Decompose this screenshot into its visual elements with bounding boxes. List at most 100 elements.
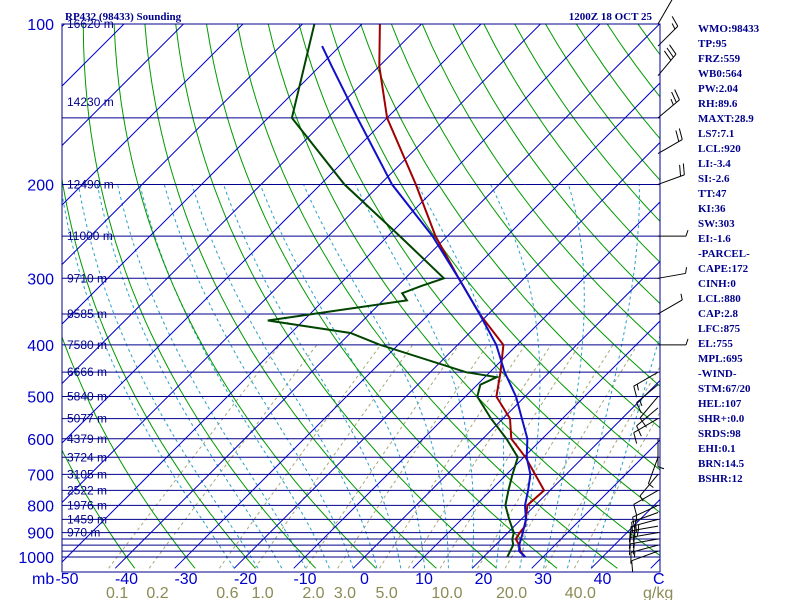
isotherm [62, 24, 482, 444]
pressure-tick-label: 1000 [18, 550, 54, 567]
wind-barb [658, 338, 689, 346]
moist-adiabats [62, 184, 660, 569]
height-label: 1976 m [67, 498, 107, 512]
isotherm [62, 24, 244, 206]
mixing-ratio-lines [108, 344, 660, 569]
stat-line: CAP:2.8 [698, 308, 739, 320]
wind-barb-half-flag [670, 98, 674, 106]
wind-barb [631, 550, 659, 573]
wind-barb [636, 384, 659, 414]
dewpoint-profile [267, 24, 519, 558]
isotherm [531, 439, 660, 569]
temperature-tick-label: 0 [360, 571, 369, 588]
moist-adiabat [354, 184, 475, 569]
dry-adiabat [360, 24, 660, 429]
isotherm [352, 260, 660, 569]
wind-barb-staff [647, 457, 659, 484]
wind-barb-half-flag [639, 399, 643, 407]
stat-line: FRZ:559 [698, 53, 741, 65]
dry-adiabat [82, 24, 317, 569]
stat-line: HEL:107 [698, 398, 742, 410]
wind-barb [657, 0, 673, 25]
mixing-ratio-axis: 0.1 0.2 0.6 1.0 2.0 3.0 5.0 10.0 20.0 40.0 [106, 585, 596, 600]
mixing-ratio-tick-label: 0.2 [146, 585, 168, 600]
mixing-ratio-line [337, 344, 488, 569]
dry-adiabat [206, 24, 558, 569]
mixing-ratio-line [379, 344, 526, 569]
isotherm [62, 24, 304, 266]
pressure-tick-label: 900 [27, 526, 54, 543]
mixing-ratio-tick-label: 20.0 [496, 585, 527, 600]
pressure-tick-label: 400 [27, 338, 54, 355]
isotherm [114, 24, 660, 569]
isotherm [62, 24, 542, 504]
wind-barb [633, 489, 659, 516]
dry-adiabat [62, 176, 256, 569]
mixing-ratio-tick-label: 2.0 [302, 585, 324, 600]
stat-line: KI:36 [698, 203, 726, 215]
wind-barb [657, 438, 665, 470]
wind-barb [657, 89, 680, 119]
wind-barb-flag [666, 47, 674, 58]
stat-line: LFC:875 [698, 323, 741, 335]
height-label: 9710 m [67, 271, 107, 285]
wind-barb [657, 128, 683, 154]
wind-barb-flag [628, 543, 631, 556]
isotherm [471, 379, 660, 569]
wind-barb-staff [657, 0, 673, 25]
stat-line: SW:303 [698, 218, 735, 230]
wind-barb-flag [632, 536, 635, 549]
wind-barb-staff [630, 538, 659, 545]
wind-barb-staff [657, 25, 679, 47]
height-label: 5077 m [67, 412, 107, 426]
wind-barb-staff [657, 299, 683, 315]
wind-barb-flag [634, 520, 637, 533]
wind-barb-flag [633, 504, 638, 516]
isotherm [233, 141, 660, 569]
isotherm [62, 24, 185, 147]
wind-barb-flag [678, 128, 683, 140]
plot-area [62, 24, 660, 569]
height-label: 6666 m [67, 365, 107, 379]
wind-barb-flag [628, 530, 631, 543]
wind-barb-staff [636, 384, 659, 404]
stat-line: EI:-1.6 [698, 233, 731, 245]
wind-barb-flag [633, 386, 638, 398]
dry-adiabat [390, 24, 660, 387]
mixing-ratio-line [254, 344, 414, 569]
wind-barb-staff [633, 371, 659, 387]
wind-barb-flag [631, 560, 634, 573]
wind-barb-half-flag [636, 384, 639, 391]
stat-line: MPL:695 [698, 353, 743, 365]
wind-barb [636, 407, 659, 437]
isobars [62, 24, 660, 558]
wind-barb-half-flag [685, 338, 689, 346]
wind-barb-flag [669, 44, 677, 55]
wind-barb-flag [682, 163, 685, 175]
moist-adiabat [303, 184, 449, 569]
wind-barb [657, 267, 687, 279]
pressure-axis: 100 200 300 400 500 600 700 800 900 1000 [18, 17, 54, 567]
stat-line: BRN:14.5 [698, 458, 745, 470]
isotherms [62, 24, 660, 569]
temperature-tick-label: 20 [475, 571, 493, 588]
height-label: 970 m [67, 526, 100, 540]
wind-barb-half-flag [685, 229, 689, 237]
stat-line: PW:2.04 [698, 83, 739, 95]
pressure-tick-label: 300 [27, 271, 54, 288]
wind-barb-half-flag [685, 267, 687, 274]
wind-barb [633, 371, 659, 398]
mixing-ratio-line [407, 344, 552, 569]
temperature-tick-label: -30 [174, 571, 197, 588]
mixing-ratio-line [218, 344, 382, 569]
height-label: 2522 m [67, 483, 107, 497]
stat-line: LCL:920 [698, 143, 741, 155]
stat-line: TP:95 [698, 38, 727, 50]
wind-barb-staff [657, 139, 683, 154]
wind-barb [657, 293, 683, 315]
wind-barb [658, 229, 689, 237]
dry-adiabat [62, 449, 136, 569]
wind-barb-flag [639, 417, 647, 428]
